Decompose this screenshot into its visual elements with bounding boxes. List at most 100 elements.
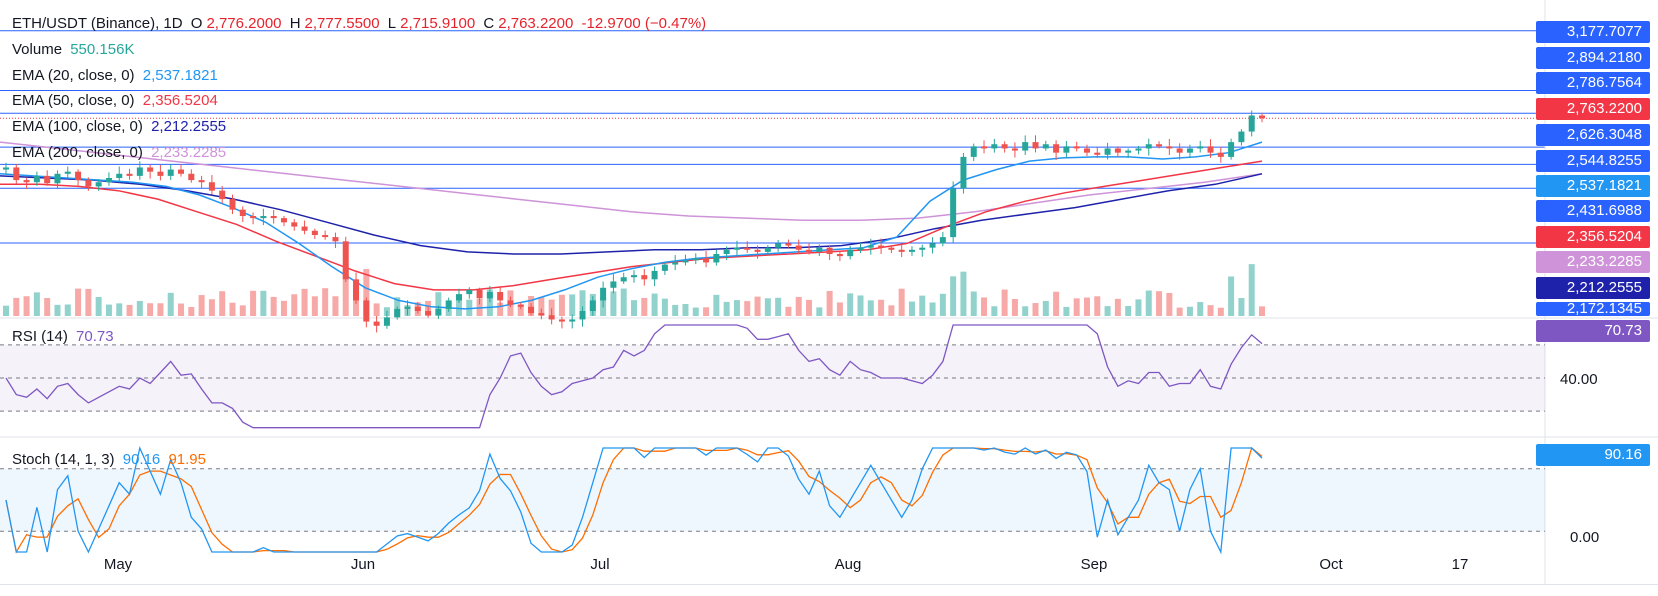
candle-body (1207, 146, 1214, 153)
candle-body (394, 308, 401, 318)
volume-bar (198, 295, 205, 316)
ema200-label: EMA (200, close, 0) (12, 144, 143, 161)
x-tick: Aug (834, 556, 862, 573)
price-label: 2,626.3048 (1536, 124, 1650, 146)
x-tick: 17 (1451, 556, 1469, 573)
stoch-legend[interactable]: Stoch (14, 1, 3) 90.16 91.95 (12, 451, 210, 469)
candle-body (1228, 142, 1235, 157)
candle-body (908, 249, 915, 252)
price-label: 2,786.7564 (1536, 72, 1650, 94)
ema100-legend[interactable]: EMA (100, close, 0) 2,212.2555 (12, 118, 230, 136)
stoch-label: Stoch (14, 1, 3) (12, 451, 115, 468)
rsi-pane (0, 324, 1545, 429)
volume-bar (64, 304, 71, 316)
volume-bar (1073, 298, 1080, 316)
candle-body (1042, 144, 1049, 149)
volume-bar (898, 288, 905, 316)
x-tick: May (103, 556, 133, 573)
candle-body (764, 247, 771, 252)
high-value: 2,777.5500 (304, 15, 380, 32)
volume-bar (733, 300, 740, 316)
ohlc-legend: ETH/USDT (Binance), 1D O 2,776.2000 H 2,77… (12, 15, 710, 33)
price-label: 2,431.6988 (1536, 200, 1650, 222)
pane-lines (0, 0, 1658, 584)
candle-body (1011, 148, 1018, 151)
candle-body (713, 254, 720, 263)
volume-bar (332, 296, 339, 316)
rsi-tick: 40.00 (1560, 371, 1598, 388)
candle-body (1176, 148, 1183, 153)
volume-legend[interactable]: Volume 550.156K (12, 41, 138, 59)
candle-body (867, 245, 874, 248)
candle-body (795, 245, 802, 250)
volume-bar (1135, 299, 1142, 316)
symbol-label: ETH/USDT (Binance), 1D (12, 15, 183, 32)
rsi-badge: 70.73 (1536, 320, 1650, 342)
price-label: 2,544.8255 (1536, 150, 1650, 172)
candle-body (1135, 148, 1142, 151)
candle-body (919, 247, 926, 250)
volume-bar (1166, 292, 1173, 316)
ema200-legend[interactable]: EMA (200, close, 0) 2,233.2285 (12, 144, 230, 162)
volume-bar (950, 276, 957, 316)
candle-body (1063, 146, 1070, 153)
candle-body (1053, 144, 1060, 153)
ema50-value: 2,356.5204 (142, 92, 218, 109)
price-label: 2,537.1821 (1536, 175, 1650, 197)
candle-body (548, 315, 555, 320)
low-value: 2,715.9100 (400, 15, 476, 32)
volume-bar (435, 292, 442, 316)
volume-bar (291, 294, 298, 316)
candle-body (3, 167, 9, 170)
candle-body (301, 226, 308, 231)
volume-bar (939, 293, 946, 316)
candle-body (219, 190, 226, 200)
volume-bar (301, 288, 308, 316)
candle-body (991, 144, 998, 149)
candle-body (229, 199, 236, 210)
candle-body (373, 321, 380, 326)
candle-body (950, 188, 957, 238)
candle-body (147, 167, 154, 172)
stoch-band (0, 468, 1545, 532)
ema100-label: EMA (100, close, 0) (12, 118, 143, 135)
volume-bar (1125, 306, 1132, 316)
x-tick: Oct (1319, 556, 1343, 573)
volume-bar (1228, 276, 1235, 316)
candle-body (23, 180, 30, 183)
candle-body (322, 235, 329, 238)
candle-body (857, 247, 864, 250)
volume-bar (713, 294, 720, 316)
ema50-legend[interactable]: EMA (50, close, 0) 2,356.5204 (12, 92, 222, 110)
ema20-label: EMA (20, close, 0) (12, 67, 135, 84)
candle-body (466, 289, 473, 295)
volume-bar (548, 299, 555, 316)
volume-bar (651, 293, 658, 316)
candle-body (507, 300, 514, 305)
volume-bar (816, 307, 823, 316)
ema20-legend[interactable]: EMA (20, close, 0) 2,537.1821 (12, 67, 222, 85)
volume-bar (311, 296, 318, 316)
volume-bar (569, 294, 576, 316)
volume-bar (466, 299, 473, 316)
candle-body (558, 319, 565, 322)
rsi-legend[interactable]: RSI (14) 70.73 (12, 328, 118, 346)
candle-body (425, 311, 432, 316)
candle-body (898, 249, 905, 252)
stoch-tick: 0.00 (1570, 529, 1600, 546)
candle-body (383, 317, 390, 326)
volume-bar (517, 304, 524, 316)
ema200-value: 2,233.2285 (151, 144, 227, 161)
volume-bar (538, 297, 545, 316)
volume-bar (229, 302, 236, 316)
volume-bar (250, 290, 257, 316)
volume-bar (1248, 264, 1255, 316)
open-label: O (190, 15, 203, 32)
candle-body (744, 247, 751, 250)
candle-body (754, 249, 761, 252)
volume-bar (867, 300, 874, 316)
ema50-label: EMA (50, close, 0) (12, 92, 135, 109)
candle-body (1166, 146, 1173, 149)
candle-body (332, 237, 339, 242)
